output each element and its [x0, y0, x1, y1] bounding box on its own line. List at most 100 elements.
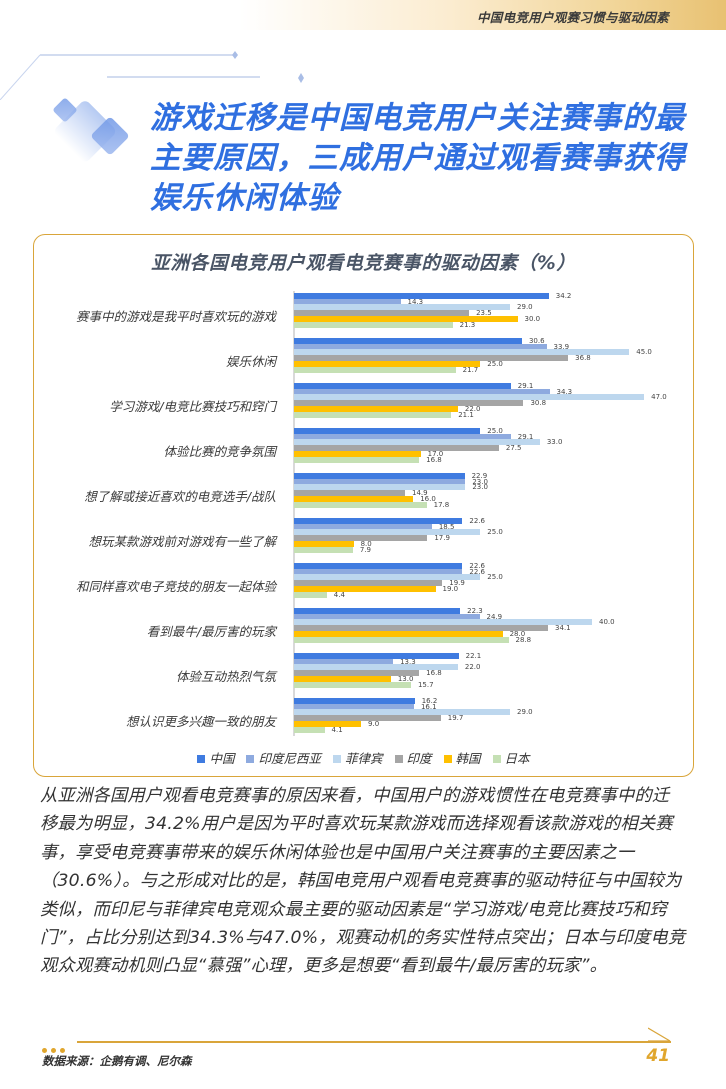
bar-value-label: 23.0 — [472, 483, 488, 492]
bar — [294, 433, 511, 440]
bar-value-label: 14.9 — [412, 489, 428, 498]
bar — [294, 388, 550, 395]
bar — [294, 715, 441, 722]
body-paragraph: 从亚洲各国用户观看电竞赛事的原因来看，中国用户的游戏惯性在电竞赛事中的迁移最为明… — [40, 786, 686, 977]
bar-value-label: 19.9 — [449, 579, 465, 588]
bar — [294, 338, 522, 344]
bar-value-label: 16.8 — [426, 455, 442, 464]
bar — [294, 304, 511, 311]
y-axis-line — [293, 291, 295, 736]
footer-dots-icon — [42, 1038, 69, 1057]
legend-label: 菲律宾 — [344, 751, 383, 766]
bar — [294, 681, 411, 688]
bar-value-label: 25.0 — [487, 528, 503, 537]
legend-swatch-icon — [197, 755, 206, 763]
bar — [294, 574, 481, 581]
bar — [294, 518, 463, 524]
bar-value-label: 23.0 — [472, 477, 488, 486]
bar — [294, 450, 421, 457]
bar — [294, 501, 427, 508]
bar-group: 和同样喜欢电子竞技的朋友一起体验 22.6 22.6 25.0 19.9 19.0 4.4 — [34, 562, 693, 608]
bar — [294, 563, 463, 569]
bar-group: 体验比赛的竞争氛围 25.0 29.1 33.0 27.5 17.0 16.8 — [34, 427, 693, 473]
chart-title: 亚洲各国电竞用户观看电竞赛事的驱动因素（%） — [151, 253, 576, 274]
legend-label: 中国 — [209, 751, 235, 766]
bar — [294, 478, 466, 485]
bar — [294, 658, 394, 665]
bar-value-label: 36.8 — [575, 354, 591, 363]
bar-group: 想玩某款游戏前对游戏有一些了解 22.6 18.5 25.0 17.9 8.0 7.9 — [34, 517, 693, 563]
bar-value-label: 13.0 — [397, 674, 414, 683]
category-label: 学习游戏/电竞比赛技巧和窍门 — [109, 399, 276, 414]
bar-value-label: 29.1 — [517, 432, 534, 441]
bar-value-label: 22.6 — [469, 567, 485, 576]
category-label: 娱乐休闲 — [225, 354, 276, 369]
bar-group: 赛事中的游戏是我平时喜欢玩的游戏 34.2 14.3 29.0 23.5 30.0 21.3 — [34, 292, 693, 338]
bar-value-label: 17.0 — [427, 449, 444, 458]
bar — [294, 400, 524, 407]
bar — [294, 405, 458, 412]
bar-value-label: 17.8 — [433, 500, 450, 509]
bar — [294, 310, 470, 317]
bar — [294, 473, 465, 479]
bar-value-label: 22.0 — [464, 663, 481, 672]
bar — [294, 383, 511, 389]
bar-group: 看到最牛/最厉害的玩家 22.3 24.9 40.0 34.1 28.0 28.8 — [34, 607, 693, 653]
bar-value-label: 34.1 — [555, 624, 571, 633]
bar — [294, 495, 414, 502]
legend-swatch-icon — [332, 755, 341, 763]
bar-value-label: 30.6 — [528, 337, 545, 345]
bar — [294, 355, 569, 362]
bar-value-label: 18.5 — [438, 522, 455, 531]
category-label: 体验互动热烈气氛 — [175, 669, 276, 684]
legend-item: 中国 — [197, 748, 234, 767]
category-label: 看到最牛/最厉害的玩家 — [146, 624, 276, 639]
legend-item: 印度尼西亚 — [246, 748, 321, 767]
bar — [294, 411, 452, 418]
chart-card: 亚洲各国电竞用户观看电竞赛事的驱动因素（%） 赛事中的游戏是我平时喜欢玩的游戏 3… — [33, 234, 694, 777]
legend-label: 日本 — [504, 751, 530, 766]
bar — [294, 653, 459, 659]
bar — [294, 293, 549, 299]
bar — [294, 439, 540, 446]
bar — [294, 636, 509, 643]
bar — [294, 625, 549, 632]
bar-group: 想认识更多兴趣一致的朋友 16.2 16.1 29.0 19.7 9.0 4.1 — [34, 697, 693, 743]
bar-value-label: 16.1 — [420, 702, 437, 711]
bar-chart-plot: 赛事中的游戏是我平时喜欢玩的游戏 34.2 14.3 29.0 23.5 30.0 21.3… — [34, 291, 693, 741]
diamond-cluster-icon — [53, 98, 129, 162]
bar-value-label: 8.0 — [360, 539, 372, 548]
bar — [294, 591, 327, 598]
bar-group: 学习游戏/电竞比赛技巧和窍门 29.1 34.3 47.0 30.8 22.0 21.1 — [34, 382, 693, 428]
bar — [294, 675, 391, 682]
bar-value-label: 24.9 — [486, 612, 503, 621]
bar — [294, 360, 481, 367]
bar — [294, 619, 592, 626]
bar — [294, 703, 414, 710]
bar — [294, 535, 428, 542]
bar-value-label: 16.2 — [421, 697, 438, 705]
bar-value-label: 9.0 — [368, 719, 380, 728]
legend-item: 印度 — [394, 748, 432, 767]
bar-value-label: 21.7 — [462, 365, 479, 374]
legend-item: 日本 — [492, 748, 530, 767]
category-label: 想玩某款游戏前对游戏有一些了解 — [88, 534, 276, 549]
bar — [294, 630, 503, 637]
bar — [294, 568, 463, 575]
bar — [294, 394, 645, 401]
bar-value-label: 15.7 — [417, 680, 434, 689]
bar-value-label: 30.8 — [530, 399, 547, 408]
bar-value-label: 28.8 — [515, 635, 532, 644]
page-number: 41 — [646, 1046, 670, 1066]
bar-value-label: 33.9 — [553, 342, 570, 351]
legend-item: 菲律宾 — [332, 748, 383, 767]
bar-value-label: 4.4 — [333, 590, 345, 599]
bar-value-label: 22.3 — [467, 607, 483, 615]
header-band: 中国电竞用户观赛习惯与驱动因素 — [0, 0, 726, 30]
bar — [294, 428, 481, 434]
bar-value-label: 13.3 — [400, 657, 416, 666]
bar-value-label: 14.3 — [407, 297, 424, 306]
data-source: 数据来源：企鹅有调、尼尔森 — [42, 1054, 192, 1068]
bar — [294, 709, 511, 716]
decorative-diamond-icon — [298, 73, 304, 83]
